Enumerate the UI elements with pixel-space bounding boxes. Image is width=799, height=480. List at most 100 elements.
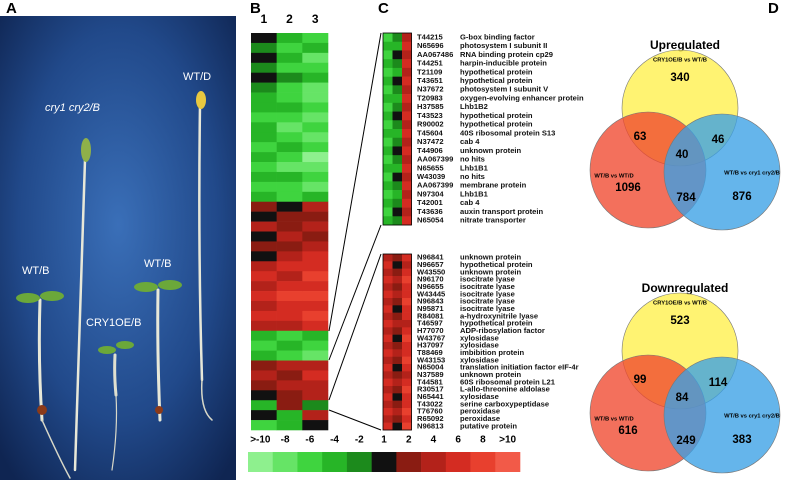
gene-name: a-hydroxynitrile lyase bbox=[460, 311, 538, 320]
heatmap-cell bbox=[402, 129, 412, 139]
heatmap-cell bbox=[392, 312, 403, 321]
heatmap-cell bbox=[392, 393, 403, 401]
heatmap-cell bbox=[383, 408, 393, 416]
heatmap-cell bbox=[276, 271, 303, 282]
heatmap-cell bbox=[392, 290, 403, 299]
heatmap-cell bbox=[251, 400, 277, 411]
heatmap-cell bbox=[383, 378, 393, 387]
gene-id: N95871 bbox=[417, 304, 444, 313]
gene-name: peroxidase bbox=[460, 414, 500, 423]
gene-id: H37585 bbox=[417, 102, 444, 111]
heatmap-cell bbox=[383, 67, 393, 77]
heatmap-cell bbox=[402, 371, 412, 379]
heatmap-cell bbox=[392, 41, 403, 51]
heatmap-cell bbox=[402, 393, 412, 401]
heatmap-cell bbox=[251, 310, 277, 322]
heatmap-cell bbox=[251, 142, 277, 153]
panel-label: D bbox=[768, 0, 779, 17]
heatmap-cell bbox=[402, 364, 412, 372]
heatmap-cell bbox=[251, 112, 277, 123]
scale-swatch bbox=[445, 452, 471, 472]
gene-name: isocitrate lyase bbox=[460, 275, 515, 284]
heatmap-cell bbox=[383, 50, 393, 60]
heatmap-cell bbox=[392, 268, 403, 277]
scale-label: 6 bbox=[455, 435, 461, 446]
heatmap-cell bbox=[276, 162, 303, 173]
gene-id: N65655 bbox=[417, 163, 444, 172]
heatmap-cell bbox=[383, 41, 393, 51]
heatmap-cell bbox=[392, 190, 403, 200]
gene-name: G-box binding factor bbox=[460, 32, 535, 41]
heatmap-cell bbox=[251, 271, 277, 282]
gene-name: hypothetical protein bbox=[460, 76, 533, 85]
scale-label: 4 bbox=[431, 435, 437, 446]
heatmap-cell bbox=[302, 191, 329, 203]
heatmap-cell bbox=[402, 172, 412, 182]
heatmap-cell bbox=[276, 310, 303, 322]
heatmap-cell bbox=[251, 350, 277, 361]
scale-label: 1 bbox=[381, 435, 387, 446]
heatmap-cell bbox=[402, 163, 412, 173]
heatmap-cell bbox=[251, 360, 277, 371]
heatmap-cell bbox=[383, 181, 393, 191]
heatmap-cell bbox=[402, 290, 412, 299]
heatmap-cell bbox=[383, 422, 393, 431]
gene-name: L-allo-threonine aldolase bbox=[460, 385, 550, 394]
heatmap-cell bbox=[392, 181, 403, 191]
heatmap-cell bbox=[392, 172, 403, 182]
heatmap-cell bbox=[383, 268, 393, 277]
heatmap-cell bbox=[383, 327, 393, 335]
venn-count: 249 bbox=[676, 435, 695, 447]
venn-set-label: CRY1OE/B vs WT/B bbox=[653, 58, 707, 64]
heatmap-cell bbox=[383, 129, 393, 139]
heatmap-cell bbox=[402, 59, 412, 69]
heatmap-cell bbox=[302, 62, 329, 73]
gene-id: N37672 bbox=[417, 85, 444, 94]
gene-name: unknown protein bbox=[460, 370, 522, 379]
heatmap-cell bbox=[402, 386, 412, 394]
heatmap-cell bbox=[251, 330, 277, 341]
heatmap-cell bbox=[383, 120, 393, 130]
heatmap-cell bbox=[392, 50, 403, 60]
heatmap-cell bbox=[302, 181, 329, 193]
heatmap-cell bbox=[402, 33, 412, 43]
heatmap-cell bbox=[402, 415, 412, 423]
scale-label: -6 bbox=[305, 435, 314, 446]
gene-name: 40S ribosomal protein S13 bbox=[460, 128, 555, 137]
heatmap-cell bbox=[383, 393, 393, 401]
gene-name: xylosidase bbox=[460, 333, 499, 342]
heatmap-cell bbox=[276, 251, 303, 262]
heatmap-cell bbox=[402, 378, 412, 387]
venn-count: 63 bbox=[634, 131, 647, 143]
heatmap-cell bbox=[402, 312, 412, 321]
heatmap-cell bbox=[402, 261, 412, 269]
heatmap-cell bbox=[383, 111, 393, 121]
gene-id: N65004 bbox=[417, 363, 444, 372]
gene-name: cab 4 bbox=[460, 137, 480, 146]
gene-name: unknown protein bbox=[460, 253, 522, 262]
gene-id: T44215 bbox=[417, 32, 444, 41]
gene-name: xylosidase bbox=[460, 392, 499, 401]
gene-id: N96655 bbox=[417, 282, 444, 291]
heatmap-cell bbox=[276, 360, 303, 371]
gene-name: auxin transport protein bbox=[460, 207, 543, 216]
heatmap-cell bbox=[383, 342, 393, 350]
scale-swatch bbox=[495, 452, 521, 472]
scale-label: >10 bbox=[499, 435, 516, 446]
gene-id: N96813 bbox=[417, 421, 444, 430]
heatmap-cell bbox=[251, 340, 277, 351]
heatmap-cell bbox=[392, 415, 403, 423]
heatmap-cell bbox=[251, 251, 277, 262]
heatmap-cell bbox=[392, 102, 403, 112]
gene-name: oxygen-evolving enhancer protein bbox=[460, 93, 584, 102]
gene-name: no hits bbox=[460, 155, 485, 164]
heatmap-cell bbox=[302, 291, 329, 302]
heatmap-cell bbox=[276, 380, 303, 391]
seedling-label: WT/B bbox=[22, 265, 50, 277]
venn-set-label: WT/B vs cry1 cry2/B bbox=[724, 414, 780, 420]
heatmap-cell bbox=[402, 400, 412, 409]
venn-count: 84 bbox=[676, 392, 689, 404]
gene-id: AA067399 bbox=[417, 155, 453, 164]
heatmap-cell bbox=[402, 41, 412, 51]
heatmap-cell bbox=[392, 198, 403, 208]
